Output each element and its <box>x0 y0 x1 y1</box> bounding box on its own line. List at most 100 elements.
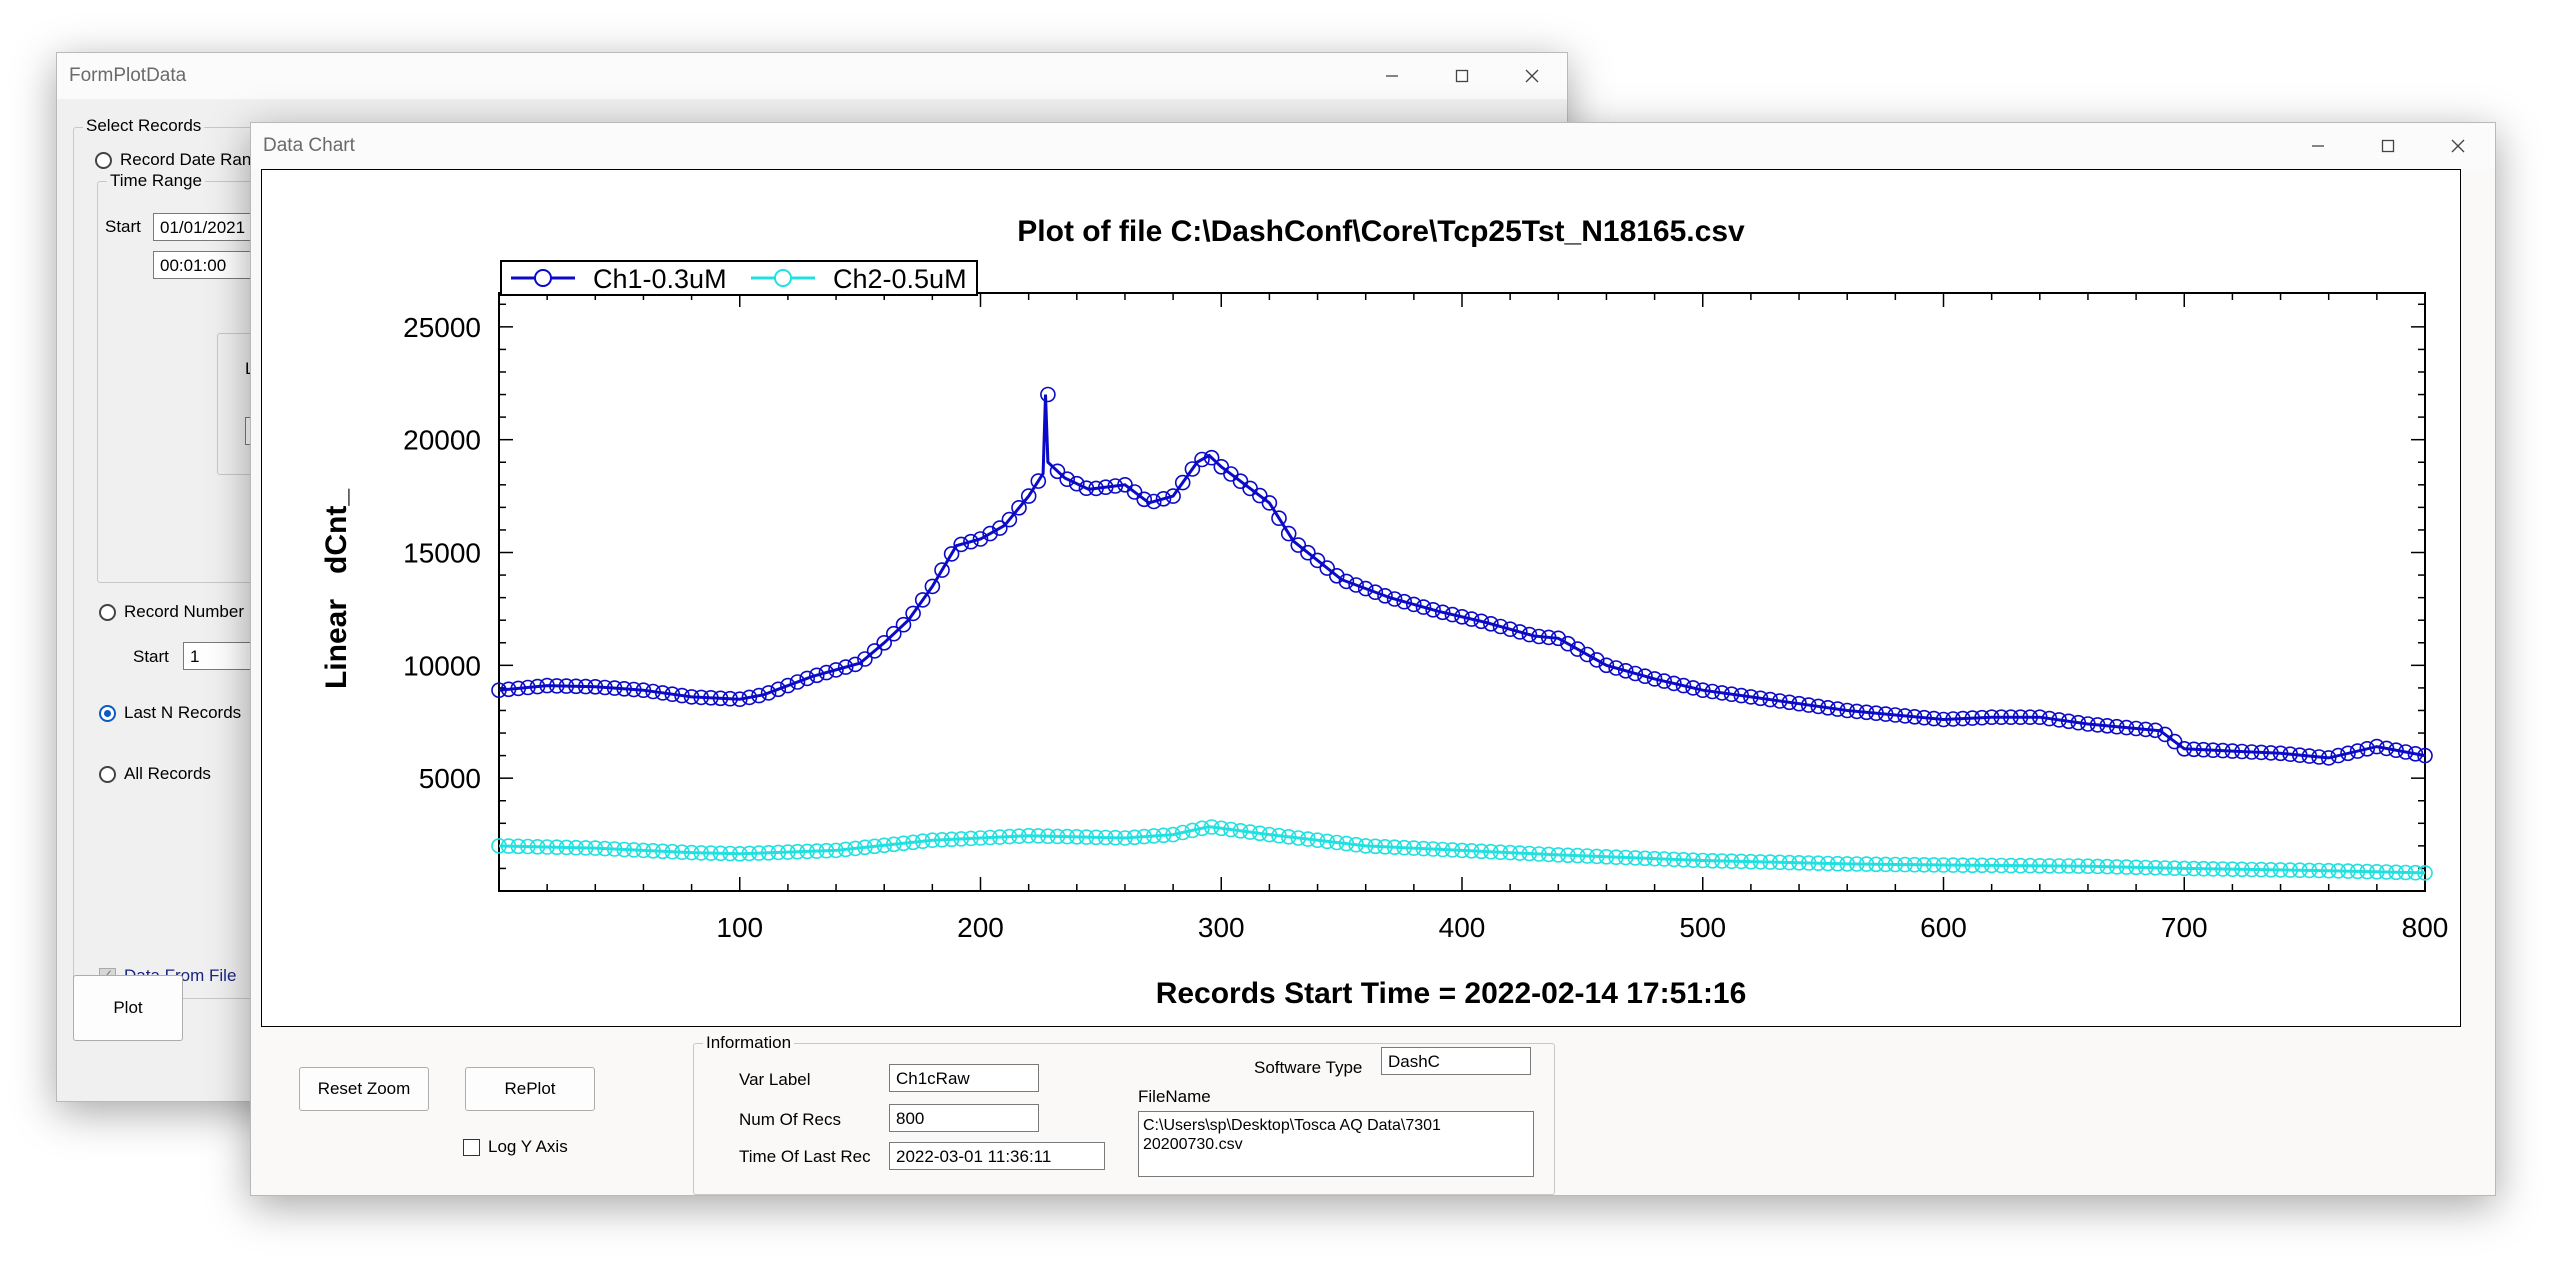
minimize-button[interactable] <box>1357 53 1427 99</box>
data-point <box>799 670 816 687</box>
data-point <box>1232 822 1249 839</box>
series-line <box>498 394 2426 760</box>
data-point <box>1136 828 1153 845</box>
data-point <box>2109 718 2125 735</box>
radio-circle <box>99 603 116 621</box>
data-point <box>2243 861 2260 878</box>
all-records-radio[interactable]: All Records <box>99 764 211 784</box>
data-point <box>2272 745 2289 762</box>
data-point <box>1646 850 1663 867</box>
data-point <box>1425 841 1441 857</box>
data-point <box>1839 702 1855 719</box>
data-point <box>712 845 729 862</box>
x-tick-label: 100 <box>716 912 763 943</box>
data-point <box>1983 709 2000 726</box>
close-button[interactable] <box>2423 123 2493 169</box>
data-point <box>2417 747 2433 764</box>
data-point <box>1868 856 1884 873</box>
data-point <box>1001 511 1018 528</box>
data-point <box>2253 744 2270 761</box>
maximize-button[interactable] <box>1427 53 1497 99</box>
data-point <box>1512 624 1528 640</box>
data-point <box>1454 842 1470 859</box>
data-point <box>1030 473 1047 489</box>
data-point <box>1040 386 1056 403</box>
record-start-label: Start <box>133 647 169 666</box>
data-point <box>943 546 960 562</box>
close-button[interactable] <box>1497 53 1567 99</box>
data-point <box>857 839 873 856</box>
data-point <box>1964 710 1981 726</box>
reset-zoom-button[interactable]: Reset Zoom <box>299 1067 429 1111</box>
data-point <box>2378 740 2395 757</box>
filename-textarea[interactable]: C:\Users\sp\Desktop\Tosca AQ Data\7301 2… <box>1138 1111 1534 1177</box>
y-axis-label: Linear dCnt_ <box>320 489 353 689</box>
data-point <box>2215 861 2231 877</box>
data-point <box>1020 827 1037 844</box>
data-point <box>2320 750 2337 766</box>
data-point <box>818 664 835 681</box>
radio-circle <box>99 765 116 783</box>
data-point <box>1386 839 1403 856</box>
data-point <box>2012 857 2029 874</box>
data-point <box>491 838 507 854</box>
data-point <box>1512 845 1528 861</box>
data-point <box>2407 864 2424 881</box>
plot-button[interactable]: Plot <box>73 975 183 1041</box>
data-point <box>654 685 671 701</box>
record-date-range-radio[interactable]: Record Date Ran <box>95 150 251 170</box>
radio-circle <box>95 151 112 169</box>
data-point <box>1637 668 1653 685</box>
data-point <box>1926 857 1942 873</box>
num-recs-caption: Num Of Recs <box>739 1110 842 1129</box>
data-point <box>2186 860 2202 877</box>
data-point <box>1637 850 1653 867</box>
data-point <box>1107 829 1124 846</box>
software-type-field[interactable]: DashC <box>1381 1047 1531 1075</box>
data-point <box>770 844 787 861</box>
record-number-radio[interactable]: Record Number F <box>99 602 259 622</box>
minimize-button[interactable] <box>2283 123 2353 169</box>
data-chart[interactable]: Plot of file C:\DashConf\Core\Tcp25Tst_N… <box>261 169 2461 1027</box>
data-point <box>645 683 661 700</box>
var-label-field[interactable]: Ch1cRaw <box>889 1064 1039 1092</box>
data-point <box>1020 488 1037 504</box>
data-point <box>635 682 652 699</box>
data-point <box>558 678 575 694</box>
data-point <box>2060 713 2077 730</box>
data-point <box>1425 601 1441 618</box>
last-n-records-radio[interactable]: Last N Records <box>99 703 241 723</box>
data-point <box>1174 824 1191 841</box>
data-point <box>2282 746 2298 763</box>
data-point <box>1589 848 1605 865</box>
data-point <box>1974 857 1990 874</box>
data-point <box>558 839 575 856</box>
data-point <box>2137 721 2154 738</box>
data-point <box>2234 861 2250 878</box>
time-last-rec-field[interactable]: 2022-03-01 11:36:11 <box>889 1142 1105 1170</box>
y-tick-label: 5000 <box>419 763 481 794</box>
data-point <box>760 844 777 861</box>
data-point <box>491 682 507 699</box>
maximize-button[interactable] <box>2353 123 2423 169</box>
data-point <box>1743 853 1759 870</box>
last-n-records-label: Last N Records <box>124 703 242 722</box>
data-point <box>857 651 873 667</box>
data-point <box>616 841 633 858</box>
replot-button[interactable]: RePlot <box>465 1067 595 1111</box>
data-point <box>1088 829 1104 846</box>
data-point <box>1492 618 1509 635</box>
num-recs-field[interactable]: 800 <box>889 1104 1039 1132</box>
data-point <box>1685 680 1701 696</box>
record-number-label: Record Number F <box>124 602 260 621</box>
log-y-axis-checkbox[interactable]: Log Y Axis <box>463 1137 568 1157</box>
data-point <box>1550 847 1567 863</box>
data-point <box>1540 846 1557 863</box>
data-point <box>1762 854 1778 870</box>
data-point <box>934 562 950 578</box>
data-point <box>808 843 825 859</box>
data-point <box>1184 822 1201 839</box>
data-point <box>1906 856 1923 873</box>
data-point <box>2340 863 2356 879</box>
time-last-rec-caption: Time Of Last Rec <box>739 1147 871 1166</box>
